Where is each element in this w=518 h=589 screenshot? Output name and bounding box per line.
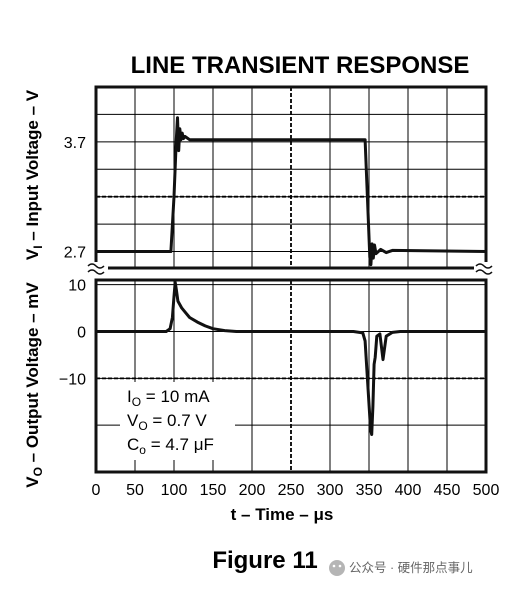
annotation-io: IO = 10 mA [127, 387, 210, 409]
top-panel-frame [94, 85, 488, 270]
bottom-y-axis-label: VO – Output Voltage – mV [23, 282, 45, 488]
x-tick-label: 200 [239, 482, 266, 499]
top-y-axis-label: VI – Input Voltage – V [23, 89, 45, 260]
conditions-annotation: IO = 10 mA VO = 0.7 V Co = 4.7 μF [120, 382, 235, 460]
annotation-co: Co = 4.7 μF [127, 435, 214, 457]
x-axis-ticks: 0 50 100 150 200 250 300 350 400 450 500 [92, 482, 500, 499]
axis-break-left [86, 262, 108, 275]
figure-caption: Figure 11 [212, 547, 317, 574]
bottom-y-tick-label: 0 [77, 325, 86, 342]
output-voltage-trace [96, 280, 486, 436]
top-y-tick-label: 2.7 [64, 245, 86, 262]
annotation-vo: VO = 0.7 V [127, 411, 207, 433]
x-tick-label: 100 [161, 482, 188, 499]
bottom-y-label-rest: – Output Voltage – mV [23, 282, 42, 467]
top-y-label-sub: I [31, 245, 45, 248]
bottom-y-label-sub: O [31, 467, 45, 476]
x-tick-label: 50 [126, 482, 144, 499]
top-y-label-rest: – Input Voltage – V [23, 89, 42, 245]
top-panel-grid [96, 87, 486, 268]
watermark-text: 公众号 · 硬件那点事儿 [349, 561, 473, 575]
bottom-panel-y-ticks: 10 0 −10 [59, 278, 86, 389]
bottom-y-tick-label: −10 [59, 371, 86, 388]
x-tick-label: 150 [200, 482, 227, 499]
watermark: 公众号 · 硬件那点事儿 [329, 560, 473, 576]
input-voltage-trace [96, 116, 487, 267]
top-panel-y-ticks: 3.7 2.7 [64, 135, 86, 262]
x-tick-label: 300 [317, 482, 344, 499]
bottom-y-tick-label: 10 [68, 278, 86, 295]
x-tick-label: 450 [434, 482, 461, 499]
top-y-label-main: V [23, 248, 42, 260]
bottom-panel-frame [94, 278, 488, 474]
x-axis-label: t – Time – μs [231, 505, 334, 524]
x-tick-label: 350 [356, 482, 383, 499]
bottom-y-label-main: V [23, 476, 42, 488]
wechat-logo-icon [329, 560, 345, 576]
chart-title: LINE TRANSIENT RESPONSE [131, 52, 470, 79]
top-y-tick-label: 3.7 [64, 135, 86, 152]
axis-break-right [474, 262, 496, 275]
x-tick-label: 0 [92, 482, 101, 499]
x-tick-label: 250 [278, 482, 305, 499]
x-tick-label: 500 [473, 482, 500, 499]
x-tick-label: 400 [395, 482, 422, 499]
